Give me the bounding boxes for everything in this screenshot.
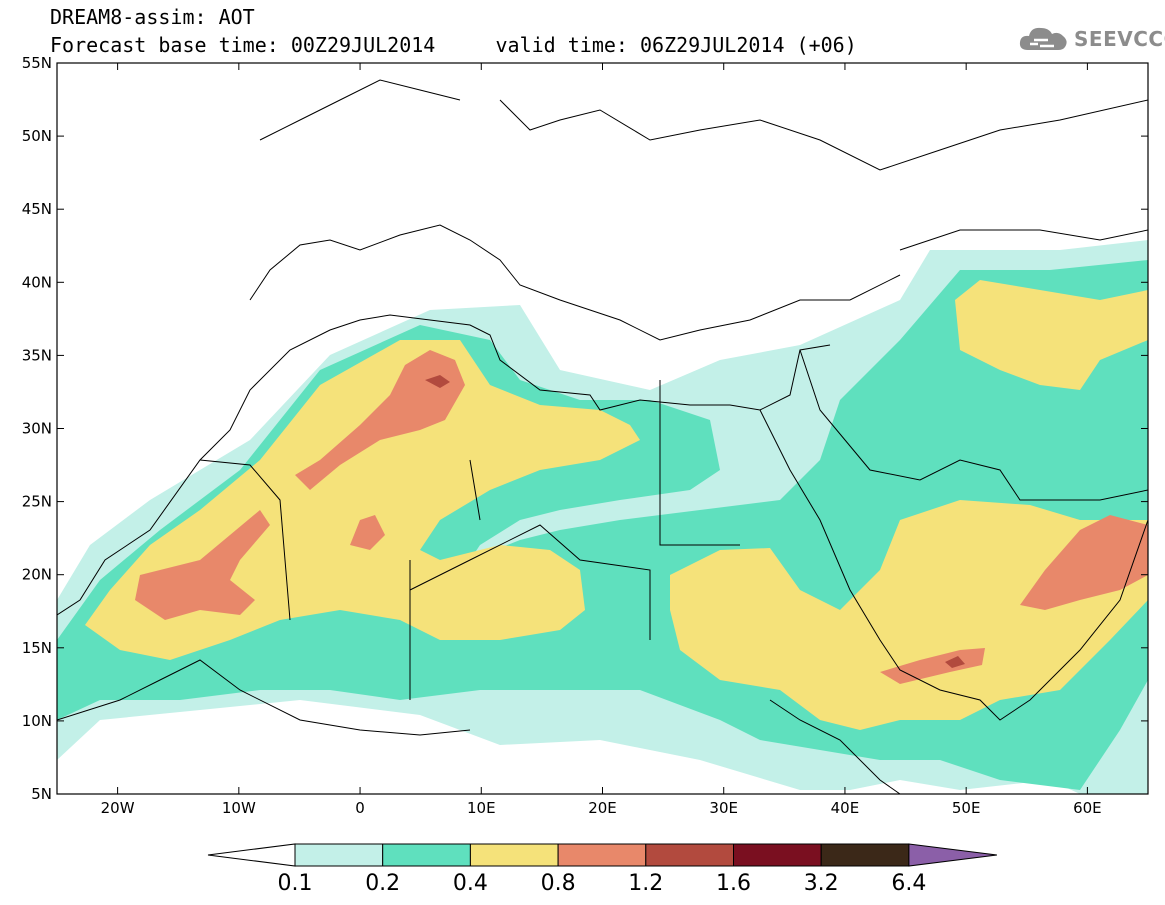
- lat-tick-label: 30N: [22, 420, 52, 438]
- colorbar-underflow-triangle: [207, 843, 296, 867]
- lon-tick-label: 20W: [101, 799, 135, 817]
- lat-tick-label: 20N: [22, 566, 52, 584]
- lat-tick-label: 25N: [22, 493, 52, 511]
- colorbar-label: 0.4: [453, 871, 488, 896]
- aot-contour-0.8-algeria: [295, 350, 465, 490]
- colorbar-label: 0.2: [365, 871, 400, 896]
- map-subtitle-times: Forecast base time: 00Z29JUL2014 valid t…: [50, 33, 857, 57]
- coastlines: [57, 79, 1148, 794]
- lat-tick-label: 50N: [22, 127, 52, 145]
- longitude-axis: 20W 10W 0 10E 20E 30E 40E 50E 60E: [101, 63, 1102, 817]
- lat-tick-label: 15N: [22, 639, 52, 657]
- cloud-icon: [1019, 27, 1067, 50]
- colorbar-labels: 0.1 0.2 0.4 0.8 1.2 1.6 3.2 6.4: [278, 871, 927, 896]
- aot-contour-0.4-iran: [955, 280, 1148, 390]
- colorbar-label: 0.1: [278, 871, 313, 896]
- aot-contour-1.2-yemen: [945, 656, 965, 668]
- colorbar-box: [382, 843, 471, 867]
- colorbar-box: [294, 843, 384, 867]
- lon-tick-label: 60E: [1073, 799, 1102, 817]
- colorbar-box: [820, 843, 910, 867]
- lat-tick-label: 55N: [22, 54, 52, 72]
- colorbar-label: 0.8: [541, 871, 576, 896]
- lon-tick-label: 40E: [831, 799, 860, 817]
- seevccc-logo: SEEVCCC: [1018, 22, 1165, 56]
- colorbar-box: [469, 843, 559, 867]
- logo-text: SEEVCCC: [1074, 27, 1165, 51]
- colorbar-label: 6.4: [891, 871, 926, 896]
- colorbar-boxes: [207, 843, 997, 867]
- aot-field: [57, 240, 1148, 794]
- lat-tick-label: 5N: [31, 785, 52, 803]
- lon-tick-label: 20E: [588, 799, 617, 817]
- colorbar-box: [733, 843, 822, 867]
- lon-tick-label: 30E: [709, 799, 738, 817]
- colorbar-box: [645, 843, 734, 867]
- colorbar-label: 3.2: [804, 871, 839, 896]
- lon-tick-label: 0: [355, 799, 365, 817]
- aot-contour-0.8-mauritania: [135, 510, 270, 620]
- colorbar-overflow-triangle: [908, 843, 997, 867]
- lon-tick-label: 10E: [467, 799, 496, 817]
- aot-contour-0.8-arabia: [1020, 515, 1148, 610]
- colorbar-box: [557, 843, 647, 867]
- lat-tick-label: 10N: [22, 712, 52, 730]
- lon-tick-label: 10W: [222, 799, 256, 817]
- map-title: DREAM8-assim: AOT: [50, 5, 255, 29]
- lat-tick-label: 45N: [22, 200, 52, 218]
- latitude-axis: 55N 50N 45N 40N 35N 30N 25N 20N 15N 10N 5N: [22, 54, 1148, 803]
- aot-contour-0.8-mali: [350, 515, 385, 550]
- lon-tick-label: 50E: [952, 799, 981, 817]
- lat-tick-label: 35N: [22, 346, 52, 364]
- aot-contour-0.4-east: [670, 500, 1148, 730]
- colorbar-label: 1.6: [716, 871, 751, 896]
- colorbar-label: 1.2: [628, 871, 663, 896]
- lat-tick-label: 40N: [22, 273, 52, 291]
- aot-contour-1.2-algeria: [425, 375, 450, 388]
